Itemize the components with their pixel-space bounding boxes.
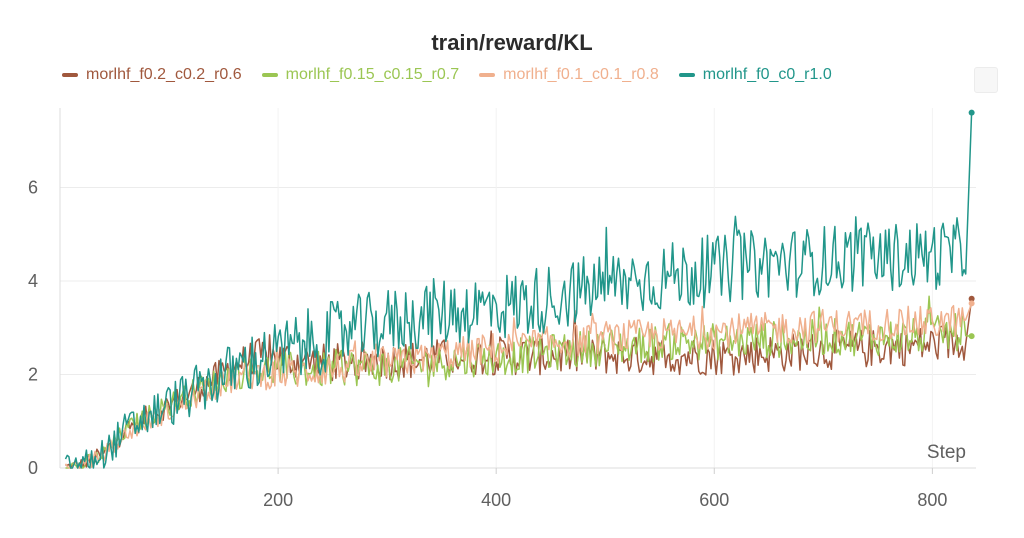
series-endpoint [968, 300, 975, 307]
legend-item[interactable]: morlhf_f0.1_c0.1_r0.8 [479, 66, 659, 84]
legend-label: morlhf_f0.2_c0.2_r0.6 [86, 66, 242, 83]
legend-item[interactable]: morlhf_f0.15_c0.15_r0.7 [261, 66, 460, 84]
x-tick-label: 600 [699, 490, 729, 510]
legend-label: morlhf_f0.15_c0.15_r0.7 [285, 66, 460, 83]
series-line [65, 298, 973, 469]
legend-swatch [261, 73, 278, 77]
series-endpoint [968, 109, 975, 116]
legend-swatch [62, 73, 78, 77]
x-axis-label: Step [927, 442, 966, 463]
series [64, 109, 975, 469]
series-line [64, 303, 973, 469]
legend: morlhf_f0.2_c0.2_r0.6 morlhf_f0.15_c0.15… [62, 66, 832, 84]
legend-item[interactable]: morlhf_f0_c0_r1.0 [678, 66, 832, 84]
chart-title: train/reward/KL [431, 30, 593, 55]
x-ticks: 200 400 600 800 [263, 468, 947, 510]
grid [60, 108, 976, 468]
series-endpoint [968, 333, 975, 340]
legend-item[interactable]: morlhf_f0.2_c0.2_r0.6 [62, 66, 242, 84]
y-tick-label: 6 [28, 177, 38, 197]
axes [59, 108, 976, 469]
y-tick-label: 2 [28, 364, 38, 384]
series-line [64, 112, 973, 469]
y-tick-label: 4 [28, 271, 38, 291]
legend-menu-button[interactable] [974, 67, 998, 93]
legend-label: morlhf_f0.1_c0.1_r0.8 [503, 66, 659, 83]
legend-label: morlhf_f0_c0_r1.0 [702, 66, 832, 83]
x-tick-label: 800 [917, 490, 947, 510]
legend-swatch [678, 73, 695, 77]
legend-swatch [479, 73, 496, 77]
y-ticks: 0 2 4 6 [28, 177, 38, 478]
x-tick-label: 400 [481, 490, 511, 510]
series-endpoint [968, 295, 975, 302]
x-tick-label: 200 [263, 490, 293, 510]
y-tick-label: 0 [28, 458, 38, 478]
